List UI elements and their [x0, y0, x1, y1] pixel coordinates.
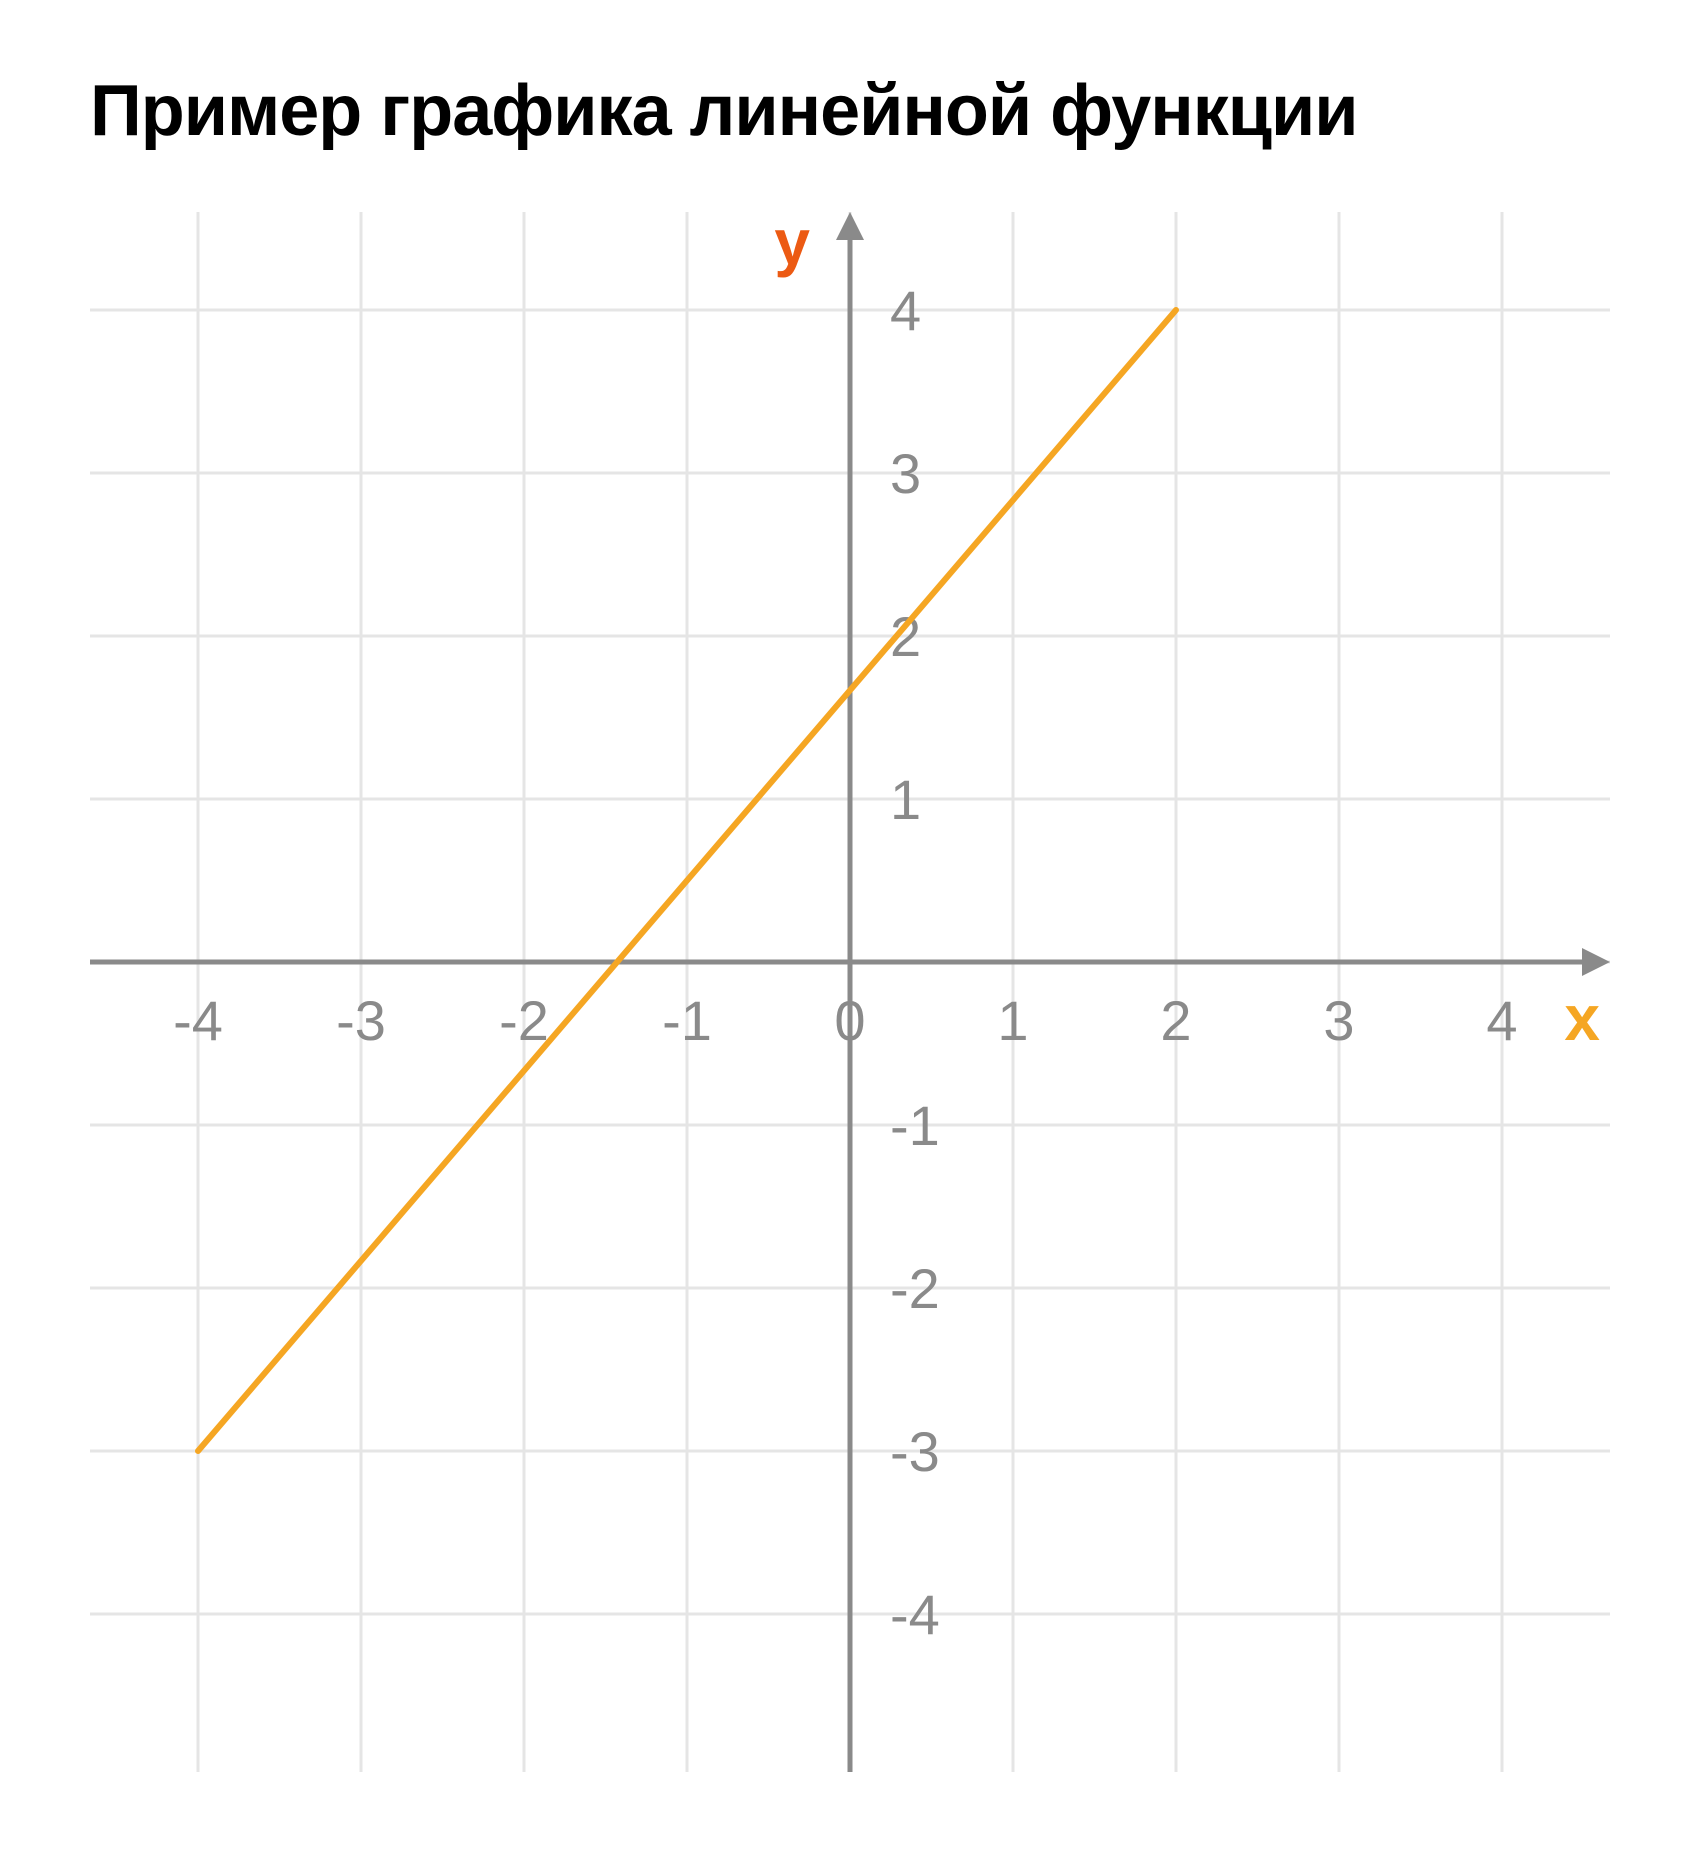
y-tick-label: -4 [890, 1583, 940, 1646]
x-tick-label: 1 [997, 989, 1028, 1052]
y-tick-label: 4 [890, 279, 921, 342]
y-tick-label: 3 [890, 442, 921, 505]
linear-function-chart: -4-3-2-101234-4-3-2-11234yx [90, 212, 1610, 1772]
x-tick-label: -2 [499, 989, 549, 1052]
y-tick-label: 1 [890, 768, 921, 831]
x-tick-label: 4 [1486, 989, 1517, 1052]
x-axis-arrow-icon [1582, 948, 1610, 976]
x-tick-label: 0 [834, 989, 865, 1052]
page-title: Пример графика линейной функции [90, 70, 1610, 152]
y-tick-label: -1 [890, 1094, 940, 1157]
x-tick-label: 2 [1160, 989, 1191, 1052]
y-tick-label: -3 [890, 1420, 940, 1483]
x-tick-label: -4 [173, 989, 223, 1052]
y-tick-label: -2 [890, 1257, 940, 1320]
x-tick-label: -3 [336, 989, 386, 1052]
x-tick-label: -1 [662, 989, 712, 1052]
y-axis-label: y [774, 212, 810, 278]
x-axis-label: x [1564, 982, 1600, 1054]
y-axis-arrow-icon [836, 212, 864, 240]
chart-svg: -4-3-2-101234-4-3-2-11234yx [90, 212, 1610, 1772]
x-tick-label: 3 [1323, 989, 1354, 1052]
